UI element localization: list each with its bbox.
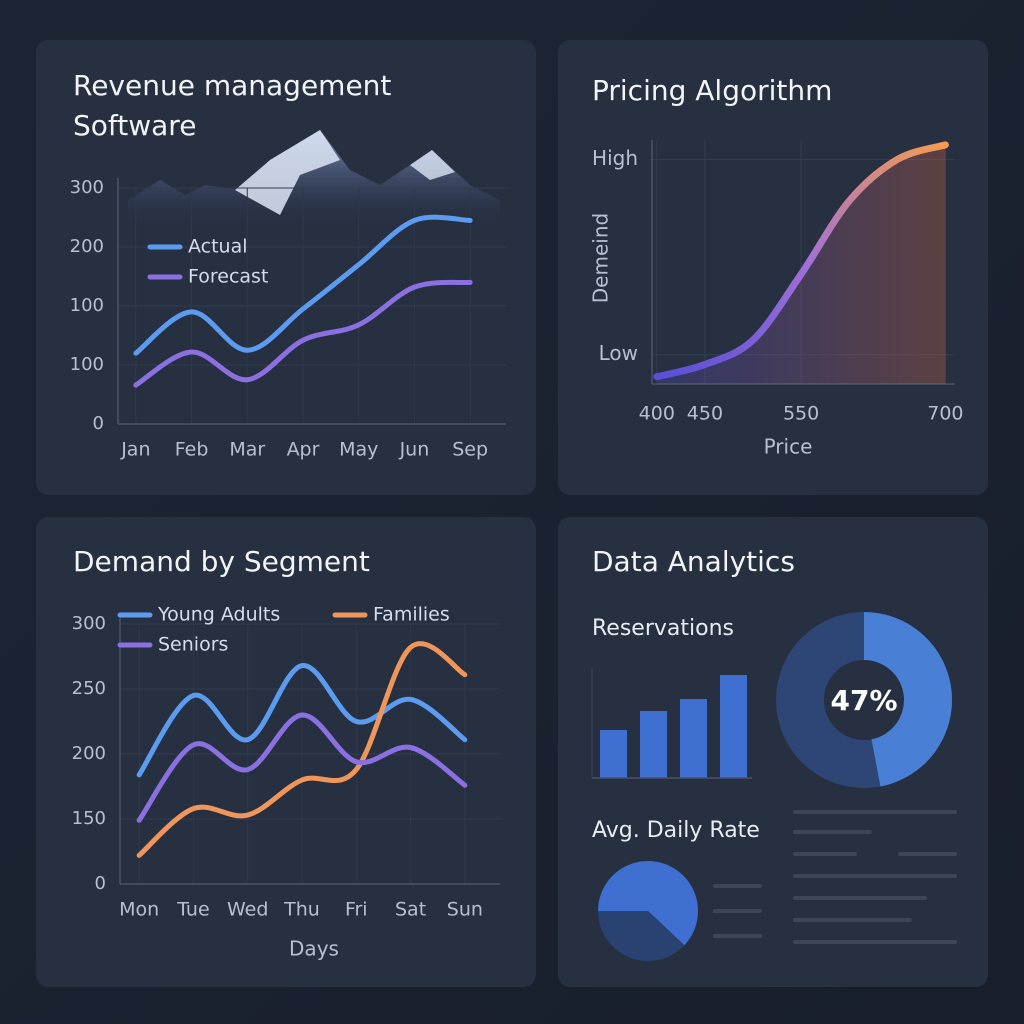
x-tick-label: 550	[783, 403, 819, 425]
mountains	[128, 130, 500, 225]
y-tick-label: Low	[599, 341, 638, 365]
pie-slice	[598, 860, 698, 946]
y-tick-label: 100	[70, 295, 104, 316]
donut-segment	[864, 612, 953, 787]
y-tick-label: 0	[93, 413, 104, 434]
x-tick-label: May	[339, 439, 378, 461]
bar	[640, 711, 667, 778]
legend-label: Young Adults	[157, 604, 280, 626]
x-tick-label: 450	[687, 403, 723, 425]
line-series	[136, 712, 468, 823]
y-tick-label: 300	[70, 177, 104, 198]
y-tick-label: 250	[72, 678, 106, 699]
x-tick-label: Thu	[283, 899, 320, 921]
bar	[600, 730, 627, 778]
legend-label: Actual	[188, 236, 248, 258]
x-tick-label: Sun	[447, 899, 483, 921]
chart-title: Pricing Algorithm	[592, 74, 833, 107]
x-tick-label: 400	[639, 403, 675, 425]
x-tick-label: Feb	[175, 439, 209, 461]
x-tick-label: Fri	[345, 899, 368, 921]
placeholder-lines	[713, 810, 957, 944]
x-tick-label: Wed	[227, 899, 268, 921]
chart-title: Revenue management Software	[73, 69, 392, 142]
y-tick-label: 100	[70, 354, 104, 375]
area	[656, 144, 946, 384]
line-series	[133, 279, 473, 388]
line-series	[133, 214, 473, 356]
chart-subtitle: Reservations	[592, 616, 734, 641]
y-tick-label: High	[592, 146, 638, 170]
chart-title: Data Analytics	[592, 545, 795, 578]
chart-title: Demand by Segment	[73, 545, 370, 578]
x-tick-label: Apr	[287, 439, 320, 461]
pie-slice	[597, 911, 685, 961]
line-series	[136, 641, 468, 858]
legend-label: Forecast	[188, 266, 268, 288]
legend-label: Seniors	[158, 634, 228, 656]
x-tick-label: 700	[927, 403, 963, 425]
y-axis-label: Demeind	[589, 213, 613, 303]
line-series	[653, 141, 949, 381]
panel	[36, 40, 536, 495]
x-axis-label: Days	[289, 937, 339, 961]
bar	[720, 675, 747, 778]
x-tick-label: Jan	[120, 439, 150, 461]
y-tick-label: 200	[72, 743, 106, 764]
line-series	[136, 663, 468, 778]
x-tick-label: Tue	[176, 899, 209, 921]
x-tick-label: Jun	[399, 439, 430, 461]
chart-subtitle: Avg. Daily Rate	[592, 818, 760, 843]
y-tick-label: 150	[72, 808, 106, 829]
y-tick-label: 0	[95, 873, 106, 894]
x-tick-label: Mar	[229, 439, 265, 461]
y-tick-label: 300	[72, 613, 106, 634]
x-axis-label: Price	[764, 435, 813, 459]
legend-label: Families	[373, 604, 450, 626]
x-tick-label: Mon	[119, 899, 159, 921]
y-tick-label: 200	[70, 236, 104, 257]
x-tick-label: Sep	[452, 439, 488, 461]
bar	[680, 699, 707, 778]
donut-label: 47%	[830, 684, 897, 717]
x-tick-label: Sat	[395, 899, 426, 921]
